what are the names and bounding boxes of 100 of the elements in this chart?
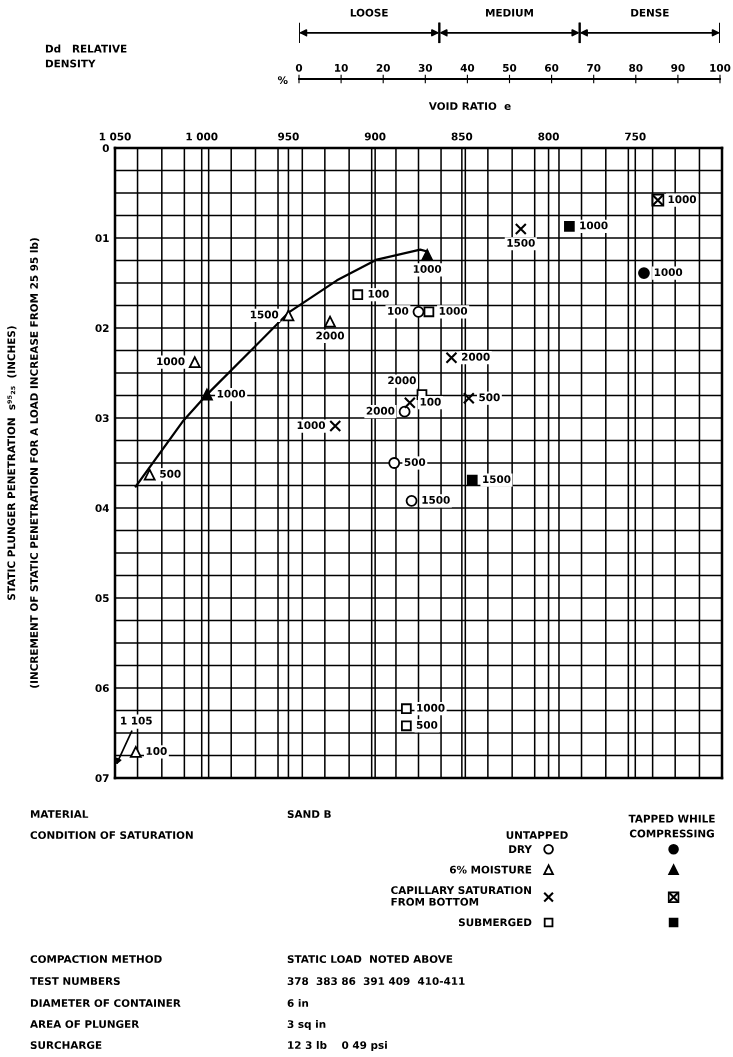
point (201, 388, 213, 401)
point (352, 289, 364, 301)
point (329, 420, 342, 433)
annotation: 2000 (366, 406, 395, 415)
text: SAND B (287, 810, 331, 819)
text: STATIC LOAD NOTED ABOVE (287, 955, 453, 964)
text: DENSE (631, 8, 669, 17)
x-tick-label: 800 (538, 132, 559, 141)
point (651, 193, 665, 207)
text: SURCHARGE (30, 1041, 102, 1050)
point (466, 474, 478, 486)
annotation: 100 (388, 306, 409, 315)
annotation: 1500 (483, 475, 511, 484)
x2-axis-title: Dd RELATIVE DENSITY (45, 44, 127, 68)
annotation: 1000 (217, 389, 246, 398)
annotation: 1500 (507, 238, 535, 247)
point (401, 720, 412, 732)
x2-tick-label: 10 (335, 63, 348, 72)
y-tick-label: 07 (95, 774, 109, 783)
text: AREA OF PLUNGER (30, 1020, 140, 1029)
x2-tick-label: 60 (545, 63, 559, 72)
x2-tick-label: 30 (418, 63, 433, 72)
text: COMPACTION METHOD (30, 955, 162, 964)
y-tick-label: 05 (95, 594, 109, 603)
annotation: 1500 (422, 495, 450, 504)
x-tick-label: 1 000 (186, 132, 218, 141)
y-tick-label: 02 (95, 324, 109, 333)
text: STATIC PLUNGER PENETRATION s⁹⁵₂₅ (INCHES) (INCREMENT OF STATIC PENETRATION FOR A LOAD INCREASE FROM 25 95 lb) (7, 238, 40, 688)
x2-tick-label: 50 (503, 63, 517, 72)
annotation: 2000 (388, 376, 416, 385)
text: % (277, 76, 288, 85)
point (638, 267, 650, 280)
point (405, 494, 418, 507)
annotation: 1000 (580, 221, 608, 230)
annotation: 2000 (462, 352, 490, 361)
y-tick-label: 06 (95, 684, 109, 693)
annotation: 1000 (297, 421, 326, 430)
annotation: 500 (160, 469, 181, 478)
legend-label: CAPILLARY SATURATION FROM BOTTOM (391, 886, 531, 906)
x-tick-label: 950 (278, 132, 299, 141)
y-tick-label: 01 (95, 234, 109, 243)
point (445, 351, 458, 364)
legend-label: 6% MOISTURE (449, 865, 532, 874)
point (143, 468, 156, 481)
text: LOOSE (350, 8, 388, 17)
y-tick-label: 04 (95, 504, 109, 513)
annotation: 1500 (250, 310, 279, 319)
text: TEST NUMBERS (30, 977, 120, 986)
point (423, 306, 435, 318)
point (401, 703, 412, 715)
x2-tick-label: 80 (629, 63, 643, 72)
x-axis-title: VOID RATIO e (428, 102, 511, 111)
x2-tick-label: 40 (460, 63, 475, 72)
annotation: 500 (479, 393, 500, 402)
text: TAPPED WHILE COMPRESSING (628, 814, 715, 838)
x2-tick-label: 20 (376, 63, 390, 72)
point (514, 222, 527, 236)
x-tick-label: 1 050 (99, 132, 131, 141)
y-tick-label: 03 (95, 414, 109, 423)
text: DIAMETER OF CONTAINER (30, 999, 181, 1008)
point (129, 745, 142, 758)
annotation: 1000 (417, 703, 445, 712)
annotation: 500 (404, 458, 426, 467)
annotation: 100 (420, 397, 441, 406)
x2-tick-label: 90 (671, 63, 685, 72)
text: 12 3 lb 0 49 psi (288, 1040, 387, 1052)
x2-tick-label: 100 (710, 63, 731, 72)
point (324, 315, 336, 328)
text: 3 sq in (287, 1019, 326, 1031)
point (403, 396, 416, 409)
annotation: 2000 (316, 331, 345, 340)
annotation: 1000 (413, 265, 442, 273)
annotation: 500 (416, 720, 438, 729)
annotation: 100 (368, 289, 389, 298)
annotation: 1000 (668, 195, 697, 204)
text: MEDIUM (486, 8, 533, 17)
x2-tick-label: 0 (295, 63, 303, 72)
annotation: 1000 (439, 306, 468, 315)
text: CONDITION OF SATURATION (30, 831, 193, 840)
text: 378 383 86 391 409 410-411 (287, 977, 465, 986)
legend-label: SUBMERGED (458, 918, 532, 927)
legend-label: DRY (509, 845, 533, 853)
text: 6 in (287, 998, 309, 1008)
text: MATERIAL (30, 810, 89, 818)
annotation: 1000 (654, 268, 683, 277)
point (564, 220, 575, 232)
point (188, 356, 201, 369)
annotation: 1000 (157, 357, 185, 366)
x-tick-label: 750 (625, 132, 646, 141)
point (388, 457, 401, 469)
point (398, 405, 411, 418)
point (412, 305, 425, 318)
x2-tick-label: 70 (587, 63, 601, 72)
x-tick-label: 850 (451, 132, 473, 141)
y-tick-label: 0 (102, 144, 109, 153)
annotation: 1 105 (121, 716, 152, 725)
x-tick-label: 900 (364, 132, 386, 141)
point (282, 309, 295, 322)
point (462, 392, 475, 405)
text: UNTAPPED (506, 831, 568, 840)
